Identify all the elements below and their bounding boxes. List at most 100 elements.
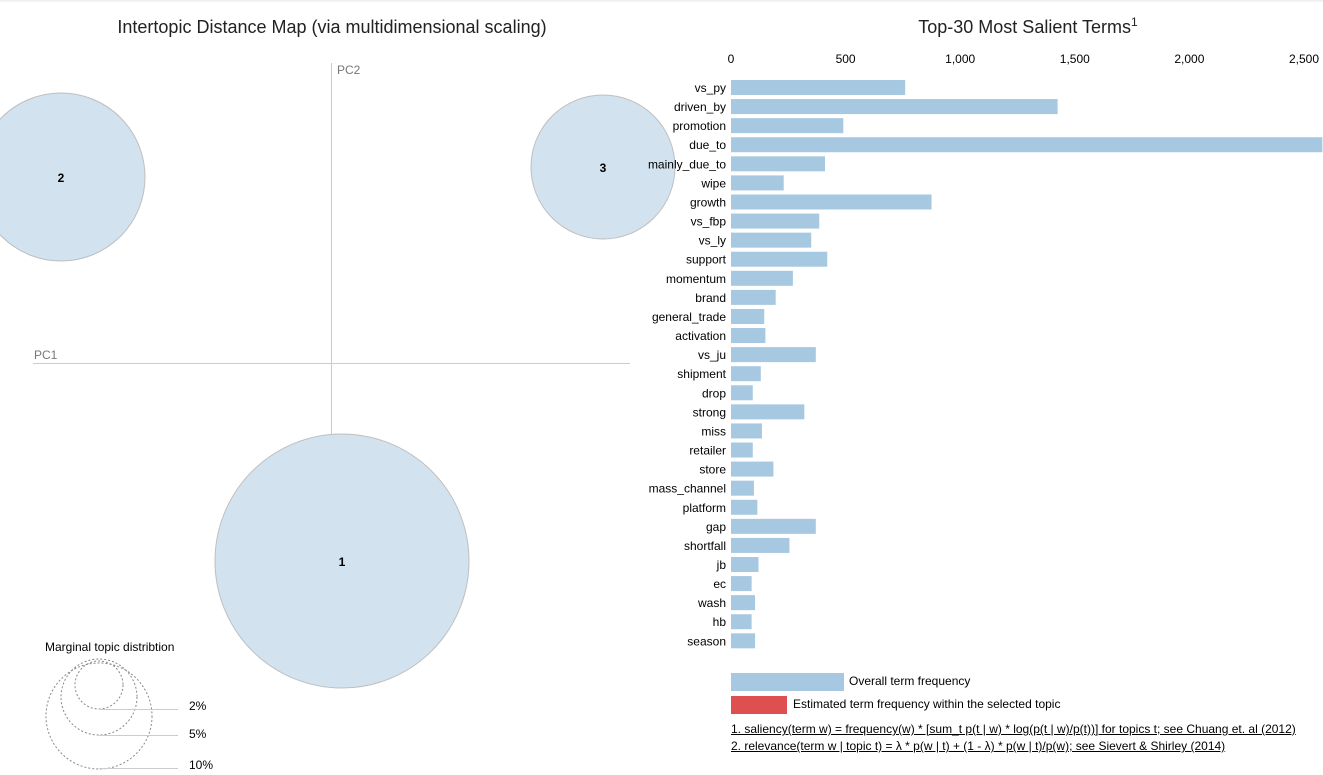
term-bar-retailer[interactable]	[731, 442, 753, 458]
term-bar-jb[interactable]	[731, 557, 759, 572]
relevance-footnote-link[interactable]: 2. relevance(term w | topic t) = λ * p(w…	[731, 739, 1226, 753]
term-label-vs-ju[interactable]: vs_ju	[698, 348, 726, 362]
term-label-vs-ly[interactable]: vs_ly	[699, 234, 726, 248]
term-label-shipment[interactable]: shipment	[677, 367, 726, 381]
x-tick-label: 500	[836, 52, 856, 66]
topic-frequency-swatch	[731, 696, 787, 714]
term-label-hb[interactable]: hb	[713, 615, 727, 629]
bar-chart-title: Top-30 Most Salient Terms1	[918, 15, 1138, 37]
marginal-legend-title: Marginal topic distribtion	[45, 640, 174, 654]
term-bar-activation[interactable]	[731, 328, 766, 344]
topic-circle-1[interactable]	[214, 433, 470, 689]
term-label-mainly-due-to[interactable]: mainly_due_to	[648, 157, 726, 171]
term-label-general-trade[interactable]: general_trade	[652, 310, 726, 324]
marginal-circle-10pct	[45, 662, 153, 770]
term-bar-hb[interactable]	[731, 614, 752, 630]
term-label-vs-py[interactable]: vs_py	[695, 81, 726, 95]
pc1-label: PC1	[34, 348, 58, 362]
term-label-driven-by[interactable]: driven_by	[674, 100, 726, 114]
term-label-momentum[interactable]: momentum	[666, 272, 726, 286]
term-bar-drop[interactable]	[731, 385, 753, 401]
term-label-support[interactable]: support	[686, 253, 727, 267]
intertopic-map: Intertopic Distance Map (via multidimens…	[0, 17, 676, 772]
topic-circle-3[interactable]	[530, 94, 676, 240]
saliency-footnote-link[interactable]: 1. saliency(term w) = frequency(w) * [su…	[731, 722, 1296, 736]
term-bar-miss[interactable]	[731, 423, 762, 439]
term-bar-vs-ju[interactable]	[731, 347, 816, 363]
term-bar-shortfall[interactable]	[731, 537, 790, 553]
marginal-label-5pct: 5%	[189, 727, 207, 741]
term-bar-gap[interactable]	[731, 518, 816, 534]
term-label-mass-channel[interactable]: mass_channel	[649, 482, 726, 496]
term-label-brand[interactable]: brand	[695, 291, 726, 305]
topic-circle-2[interactable]	[0, 92, 146, 262]
x-tick-label: 0	[728, 52, 735, 66]
map-title: Intertopic Distance Map (via multidimens…	[117, 17, 546, 37]
topic-label-1: 1	[339, 555, 346, 569]
overall-frequency-label: Overall term frequency	[849, 674, 970, 688]
topic-frequency-label: Estimated term frequency within the sele…	[793, 697, 1060, 711]
overall-frequency-swatch	[731, 673, 844, 691]
salient-terms-chart: Top-30 Most Salient Terms1 0 500 1,000 1,50…	[648, 15, 1323, 714]
term-bar-due-to[interactable]	[731, 137, 1323, 153]
marginal-circle-2pct	[74, 660, 124, 710]
term-label-drop[interactable]: drop	[702, 386, 726, 400]
topic-circles: 1 2 3	[0, 92, 676, 689]
term-label-activation[interactable]: activation	[675, 329, 726, 343]
term-bar-vs-fbp[interactable]	[731, 213, 820, 229]
topic-label-2: 2	[58, 171, 65, 185]
term-bar-wipe[interactable]	[731, 175, 784, 191]
term-label-platform[interactable]: platform	[683, 501, 726, 515]
marginal-legend: Marginal topic distribtion 2% 5% 10%	[45, 640, 213, 772]
term-bar-season[interactable]	[731, 633, 756, 649]
term-bar-mass-channel[interactable]	[731, 480, 754, 496]
term-label-promotion[interactable]: promotion	[673, 119, 726, 133]
x-axis-ticks: 0 500 1,000 1,500 2,000 2,500	[728, 52, 1319, 74]
topic-label-3: 3	[600, 161, 607, 175]
x-tick-label: 2,000	[1174, 52, 1204, 66]
term-label-due-to[interactable]: due_to	[689, 138, 726, 152]
term-label-jb[interactable]: jb	[716, 558, 727, 572]
term-bar-general-trade[interactable]	[731, 308, 765, 324]
term-label-retailer[interactable]: retailer	[689, 444, 726, 458]
term-label-wash[interactable]: wash	[697, 596, 726, 610]
marginal-label-2pct: 2%	[189, 699, 207, 713]
x-tick-label: 2,500	[1289, 52, 1319, 66]
term-bar-vs-ly[interactable]	[731, 232, 812, 248]
term-labels: vs_py driven_by promotion due_to mainly_due_…	[648, 81, 727, 648]
term-label-season[interactable]: season	[687, 634, 726, 648]
term-bar-driven-by[interactable]	[731, 99, 1058, 115]
term-label-growth[interactable]: growth	[690, 195, 726, 209]
marginal-label-10pct: 10%	[189, 758, 213, 772]
term-bar-strong[interactable]	[731, 404, 805, 420]
term-bar-promotion[interactable]	[731, 118, 844, 134]
term-bar-shipment[interactable]	[731, 366, 761, 382]
term-label-shortfall[interactable]: shortfall	[684, 539, 726, 553]
term-label-miss[interactable]: miss	[701, 424, 726, 438]
term-label-store[interactable]: store	[699, 463, 726, 477]
term-label-ec[interactable]: ec	[713, 577, 726, 591]
term-bar-mainly-due-to[interactable]	[731, 156, 825, 172]
term-bar-ec[interactable]	[731, 576, 752, 592]
term-bar-growth[interactable]	[731, 194, 932, 210]
term-bar-support[interactable]	[731, 251, 828, 267]
marginal-circle-5pct	[60, 658, 138, 736]
term-label-strong[interactable]: strong	[693, 405, 726, 419]
term-bar-platform[interactable]	[731, 499, 758, 515]
x-tick-label: 1,000	[945, 52, 975, 66]
top-shadow	[0, 0, 1323, 3]
bar-chart-title-superscript: 1	[1131, 15, 1138, 29]
bar-chart-title-text: Top-30 Most Salient Terms	[918, 17, 1131, 37]
x-tick-label: 1,500	[1060, 52, 1090, 66]
term-label-gap[interactable]: gap	[706, 520, 726, 534]
term-label-vs-fbp[interactable]: vs_fbp	[691, 215, 727, 229]
term-bar-vs-py[interactable]	[731, 80, 906, 95]
term-bar-brand[interactable]	[731, 289, 776, 305]
term-bars	[731, 80, 1323, 649]
term-bar-store[interactable]	[731, 461, 774, 477]
pc2-label: PC2	[337, 63, 361, 77]
term-bar-wash[interactable]	[731, 595, 756, 611]
term-label-wipe[interactable]: wipe	[700, 176, 726, 190]
term-bar-momentum[interactable]	[731, 270, 793, 286]
